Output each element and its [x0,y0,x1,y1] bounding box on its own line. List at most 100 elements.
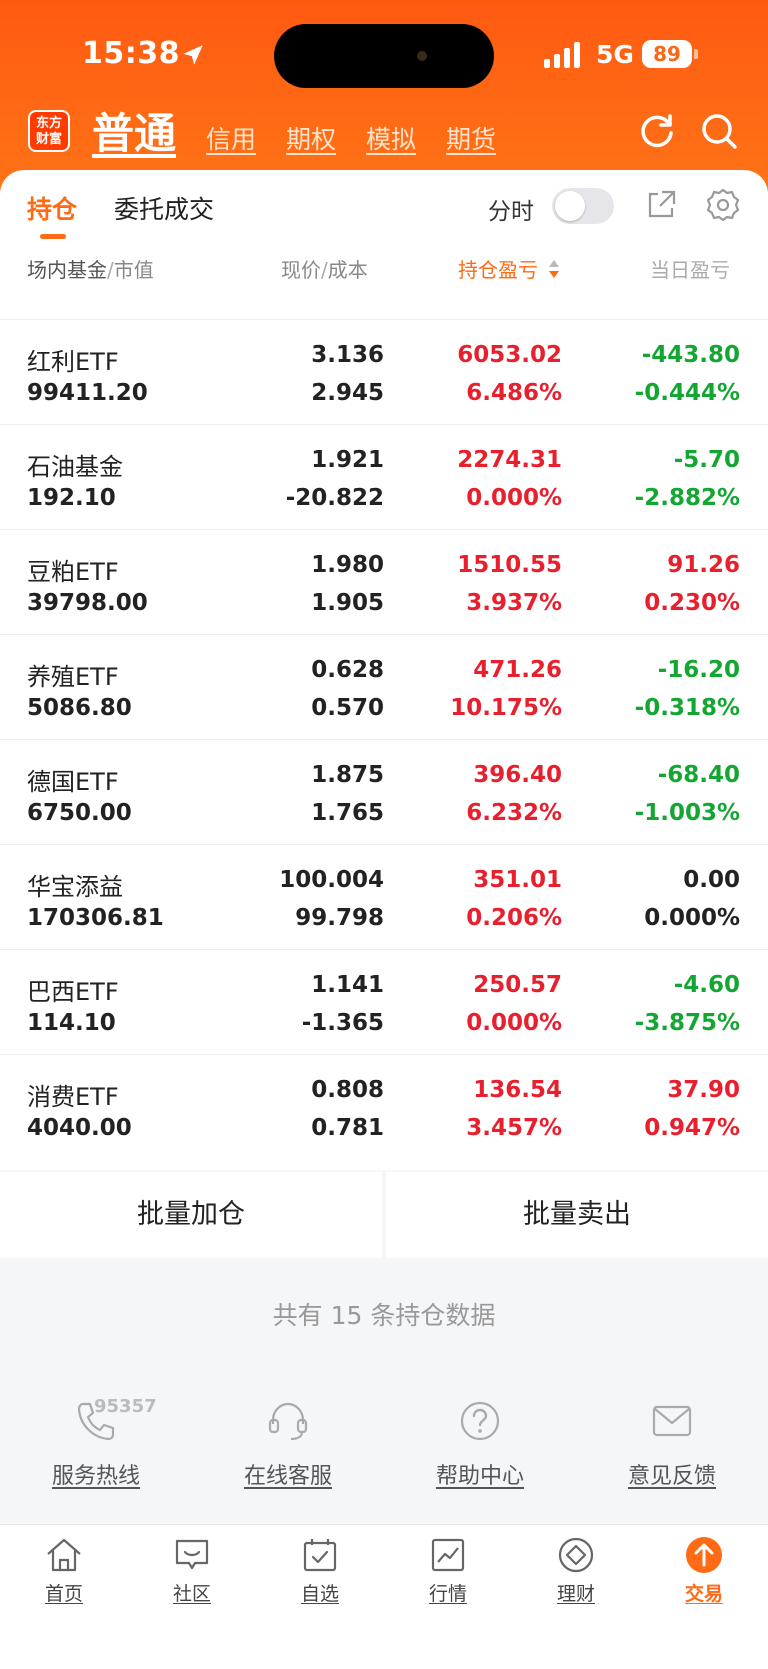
holding-row[interactable]: 红利ETF 99411.20 3.136 2.945 6053.02 6.486… [0,320,768,425]
holding-row[interactable]: 华宝添益 170306.81 100.004 99.798 351.01 0.2… [0,845,768,950]
nav-market[interactable]: 行情 [384,1535,512,1606]
search-icon[interactable] [698,110,740,152]
nav-label: 行情 [428,1583,467,1605]
top-header: 15:38 5G 89 东方财富 普通 信用 期权 模拟 期货 [0,0,768,200]
batch-add-button[interactable]: 批量加仓 [0,1172,382,1258]
nav-watchlist[interactable]: 自选 [256,1535,384,1606]
current-price: 0.808 [311,1077,384,1103]
battery-nub [694,49,698,59]
holding-pl: 2274.31 [457,447,562,473]
clock: 15:38 [82,36,180,71]
share-export-icon[interactable] [642,186,680,224]
settings-gear-icon[interactable] [704,186,742,224]
phone-icon [77,1402,115,1441]
sort-arrows-icon[interactable] [548,258,560,280]
nav-label: 社区 [172,1583,211,1605]
service-online-support[interactable]: 在线客服 [192,1398,384,1490]
cellular-signal-icon [544,42,580,68]
holding-pl-pct: 0.000% [466,485,562,511]
col-mv-label: 市值 [113,258,154,282]
holdings-tabs: 持仓 委托成交 分时 [0,170,768,240]
home-icon [47,1538,81,1572]
daily-pl-pct: -0.318% [634,695,740,721]
col-cost-label: 成本 [327,258,368,282]
holding-row[interactable]: 消费ETF 4040.00 0.808 0.781 136.54 3.457% … [0,1055,768,1160]
service-label: 意见反馈 [627,1464,716,1489]
holding-pl: 471.26 [473,657,562,683]
col-name-label: 场内基金 [27,258,107,282]
col-daily-pl-header[interactable]: 当日盈亏 [650,258,730,282]
mode-tab-simulate[interactable]: 模拟 [366,125,417,154]
fund-name: 华宝添益 [27,873,123,901]
mode-tab-credit[interactable]: 信用 [206,125,257,154]
col-name-header[interactable]: 场内基金/市值 [27,254,154,283]
headset-icon [268,1402,308,1441]
nav-wealth[interactable]: 理财 [512,1535,640,1606]
brand-logo: 东方财富 [28,110,70,152]
service-label: 在线客服 [243,1464,332,1489]
col-sep: / [321,258,328,282]
holding-row[interactable]: 石油基金 192.10 1.921 -20.822 2274.31 0.000%… [0,425,768,530]
batch-sell-button[interactable]: 批量卖出 [386,1172,768,1258]
holding-row[interactable]: 养殖ETF 5086.80 0.628 0.570 471.26 10.175%… [0,635,768,740]
trade-up-arrow-icon [686,1537,722,1573]
column-header: 场内基金/市值 现价/成本 持仓盈亏 当日盈亏 [0,248,768,288]
holdings-list: 红利ETF 99411.20 3.136 2.945 6053.02 6.486… [0,320,768,1160]
daily-pl: -4.60 [673,972,740,998]
chat-bubble-icon [175,1539,209,1570]
holding-pl-pct: 6.232% [466,800,562,826]
market-value: 192.10 [27,485,116,511]
current-price: 1.980 [311,552,384,578]
cost-price: -20.822 [285,485,384,511]
col-price-header[interactable]: 现价/成本 [281,254,368,283]
col-pl-header[interactable]: 持仓盈亏 [458,258,538,282]
daily-pl-pct: 0.000% [644,905,740,931]
mode-tab-futures[interactable]: 期货 [446,125,497,154]
cost-price: 0.781 [311,1115,384,1141]
tab-holdings[interactable]: 持仓 [27,195,78,224]
intraday-label: 分时 [488,199,534,225]
holding-pl-pct: 3.937% [466,590,562,616]
current-price: 0.628 [311,657,384,683]
market-value: 114.10 [27,1010,116,1036]
market-value: 39798.00 [27,590,148,616]
nav-label: 交易 [684,1583,723,1605]
refresh-icon[interactable] [636,110,678,152]
hotline-number: 95357 [94,1396,157,1417]
fund-name: 豆粕ETF [27,558,119,586]
nav-label: 首页 [44,1583,83,1605]
holding-pl: 396.40 [473,762,562,788]
holding-row[interactable]: 德国ETF 6750.00 1.875 1.765 396.40 6.232% … [0,740,768,845]
cost-price: 0.570 [311,695,384,721]
camera-dot [417,51,427,61]
daily-pl: 37.90 [667,1077,740,1103]
batch-actions: 批量加仓 批量卖出 [0,1172,768,1258]
market-value: 5086.80 [27,695,132,721]
service-feedback[interactable]: 意见反馈 [576,1398,768,1490]
market-value: 170306.81 [27,905,164,931]
nav-community[interactable]: 社区 [128,1535,256,1606]
bottom-nav: 首页 社区 自选 行情 理财 交易 [0,1524,768,1669]
holding-pl-pct: 0.000% [466,1010,562,1036]
service-help-center[interactable]: 帮助中心 [384,1398,576,1490]
service-label: 帮助中心 [435,1464,524,1489]
dynamic-island [274,24,494,88]
fund-name: 德国ETF [27,768,119,796]
daily-pl: 91.26 [667,552,740,578]
mode-tab-options[interactable]: 期权 [286,125,337,154]
service-hotline[interactable]: 服务热线 [0,1398,192,1490]
nav-home[interactable]: 首页 [0,1535,128,1606]
tab-orders[interactable]: 委托成交 [114,195,215,224]
wealth-diamond-icon [558,1537,594,1573]
intraday-toggle[interactable] [552,188,614,224]
cost-price: 1.905 [311,590,384,616]
holding-row[interactable]: 巴西ETF 114.10 1.141 -1.365 250.57 0.000% … [0,950,768,1055]
holding-row[interactable]: 豆粕ETF 39798.00 1.980 1.905 1510.55 3.937… [0,530,768,635]
current-price: 3.136 [311,342,384,368]
holdings-panel: 持仓 委托成交 分时 场内基金/市值 现价/成本 持仓盈亏 当日盈亏 红利ETF [0,170,768,1170]
market-value: 99411.20 [27,380,148,406]
holding-pl: 1510.55 [457,552,562,578]
nav-trade[interactable]: 交易 [640,1535,768,1606]
daily-pl: -443.80 [641,342,740,368]
mode-tab-normal[interactable]: 普通 [92,109,177,158]
